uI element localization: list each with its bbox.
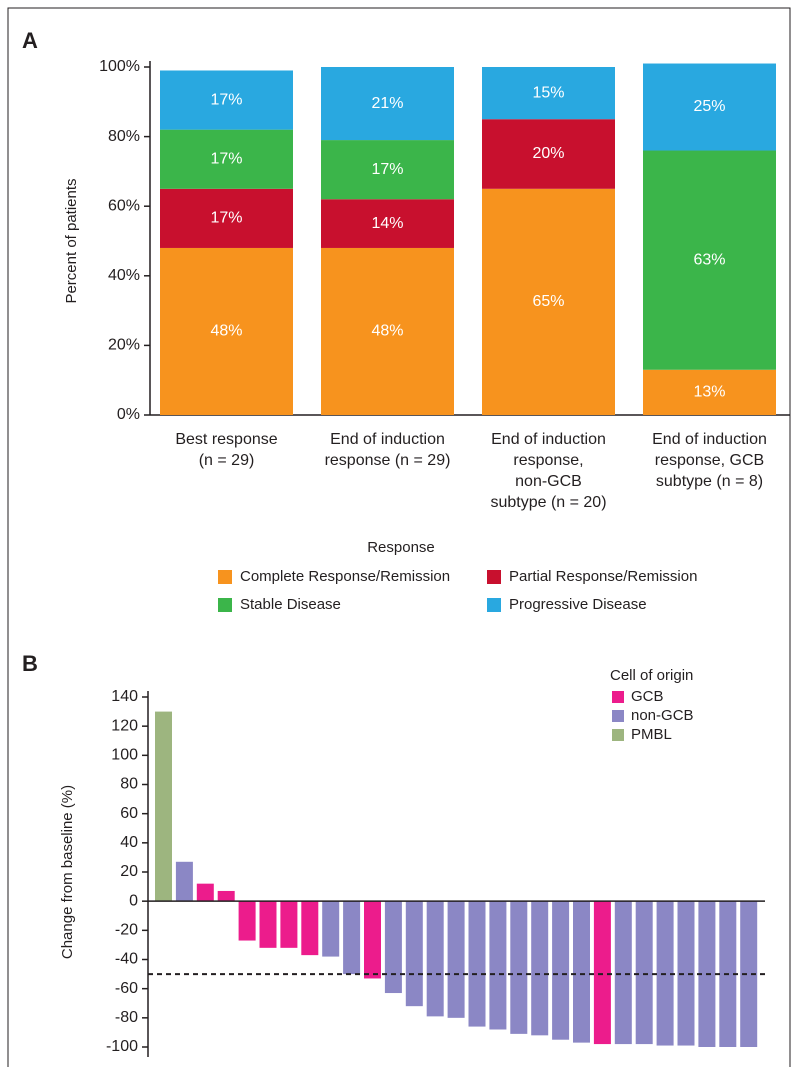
legend-swatch — [487, 598, 501, 612]
value-label: 20% — [532, 145, 564, 162]
legend-swatch — [218, 598, 232, 612]
bar — [447, 901, 465, 1018]
y-tick-label: 0 — [129, 892, 138, 909]
value-label: 17% — [371, 161, 403, 178]
bar — [175, 861, 193, 902]
bar — [217, 890, 235, 902]
value-label: 48% — [371, 323, 403, 340]
legend-title: Cell of origin — [610, 667, 693, 684]
x-tick-label: End of induction response, non-GCB subtype … — [490, 431, 606, 511]
value-label: 14% — [371, 215, 403, 232]
value-label: 48% — [210, 323, 242, 340]
bar-segment — [482, 67, 615, 120]
y-tick-label: -60 — [115, 980, 138, 997]
value-label: 25% — [693, 98, 725, 115]
bar-segment — [321, 140, 454, 200]
bar — [280, 901, 298, 948]
bar-segment — [482, 188, 615, 415]
bar-segment — [321, 67, 454, 141]
value-label: 17% — [210, 91, 242, 108]
bar — [196, 883, 214, 902]
value-label: 63% — [693, 251, 725, 268]
y-tick-label: 40 — [120, 834, 138, 851]
value-label: 13% — [693, 384, 725, 401]
bar-segment — [160, 129, 293, 189]
legend-swatch — [612, 729, 624, 741]
legend-title: Response — [367, 539, 435, 556]
y-tick-label: 60% — [108, 197, 140, 214]
legend-label: Stable Disease — [240, 596, 341, 613]
y-tick-label: -100 — [106, 1038, 138, 1055]
bar — [489, 901, 507, 1030]
bar — [259, 901, 277, 948]
bar — [405, 901, 423, 1007]
bar — [552, 901, 570, 1040]
value-label: 15% — [532, 84, 564, 101]
bar — [301, 901, 319, 956]
y-tick-label: 100% — [99, 58, 140, 75]
y-tick-label: 40% — [108, 267, 140, 284]
bar-segment — [643, 369, 776, 415]
y-tick-label: 0% — [117, 406, 140, 423]
value-label: 65% — [532, 293, 564, 310]
bar — [364, 901, 381, 979]
y-tick-label: -20 — [115, 922, 138, 939]
legend-label: Complete Response/Remission — [240, 568, 450, 585]
legend-label: GCB — [631, 688, 664, 705]
value-label: 17% — [210, 210, 242, 227]
bar — [468, 901, 486, 1027]
panel-label: A — [22, 28, 38, 53]
bar — [322, 901, 340, 957]
y-tick-label: 80 — [120, 776, 138, 793]
frame — [7, 7, 791, 1067]
bar-segment — [321, 247, 454, 415]
bar-segment — [160, 188, 293, 248]
bar-segment — [160, 247, 293, 415]
value-label: 21% — [371, 95, 403, 112]
bar — [677, 901, 695, 1046]
y-tick-label: -40 — [115, 951, 138, 968]
y-tick-label: 20 — [120, 863, 138, 880]
y-tick-label: 120 — [111, 717, 138, 734]
x-tick-label: End of induction response, GCB subtype (n … — [652, 431, 767, 490]
bar — [343, 901, 361, 975]
bar — [238, 901, 256, 941]
bar-segment — [482, 119, 615, 189]
bar — [614, 901, 632, 1045]
bar — [531, 901, 549, 1036]
bar — [740, 901, 758, 1047]
panel-label: B — [22, 651, 38, 676]
bar-segment — [643, 150, 776, 370]
legend-swatch — [612, 710, 624, 722]
y-tick-label: 80% — [108, 128, 140, 145]
bar — [384, 901, 402, 994]
bar — [635, 901, 653, 1045]
bar — [426, 901, 444, 1017]
y-tick-label: 60 — [120, 805, 138, 822]
bar — [573, 901, 590, 1043]
y-tick-label: 20% — [108, 337, 140, 354]
legend-swatch — [612, 691, 624, 703]
legend-label: Progressive Disease — [509, 596, 647, 613]
legend-swatch — [487, 570, 501, 584]
bar — [510, 901, 528, 1034]
y-tick-label: -80 — [115, 1009, 138, 1026]
bar-segment — [160, 70, 293, 130]
bar — [155, 711, 172, 902]
bar-segment — [643, 63, 776, 151]
y-tick-label: 140 — [111, 688, 138, 705]
value-label: 17% — [210, 150, 242, 167]
x-tick-label: Best response (n = 29) — [175, 431, 277, 469]
legend-swatch — [218, 570, 232, 584]
legend-label: non-GCB — [631, 707, 694, 724]
bar-segment — [321, 199, 454, 248]
x-tick-label: End of induction response (n = 29) — [325, 431, 451, 469]
bar — [593, 901, 611, 1045]
y-axis-label: Change from baseline (%) — [59, 785, 76, 959]
legend-label: PMBL — [631, 726, 672, 743]
y-tick-label: 100 — [111, 747, 138, 764]
legend-label: Partial Response/Remission — [509, 568, 697, 585]
y-axis-label: Percent of patients — [63, 178, 80, 303]
